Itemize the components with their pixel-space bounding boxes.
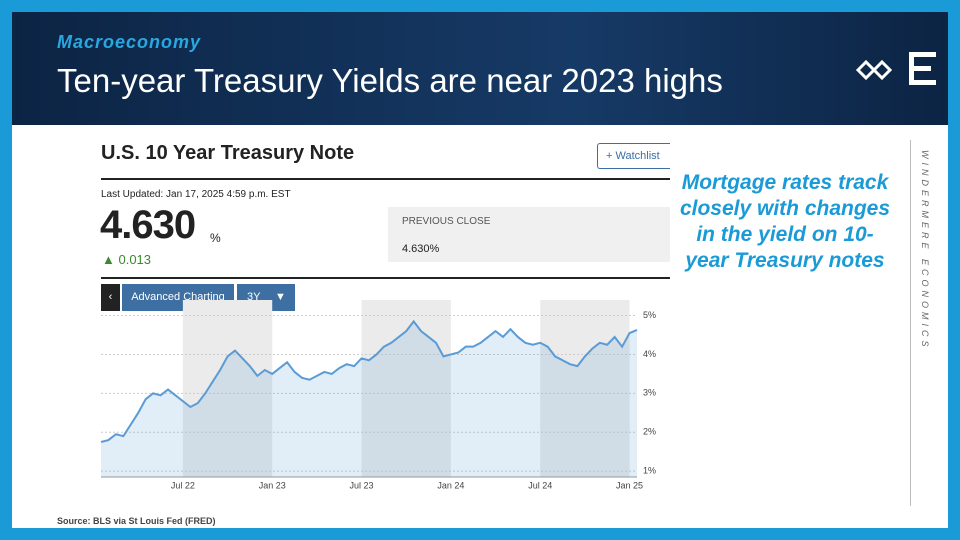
x-tick-label: Jan 24 — [437, 480, 464, 490]
price-unit: % — [210, 231, 221, 245]
x-tick-label: Jul 22 — [171, 480, 195, 490]
change: ▲ 0.013 — [102, 252, 152, 267]
change-value: 0.013 — [118, 252, 152, 267]
area — [101, 321, 637, 477]
watchlist-label: Watchlist — [615, 150, 660, 162]
callout: Mortgage rates track closely with change… — [679, 171, 891, 272]
previous-close-label: PREVIOUS CLOSE — [402, 216, 491, 227]
x-tick-label: Jan 25 — [616, 480, 643, 490]
divider — [101, 178, 670, 180]
y-tick-label: 2% — [643, 427, 656, 437]
previous-close-value: 4.630% — [402, 243, 440, 255]
divider — [101, 277, 670, 279]
x-tick-label: Jul 23 — [350, 480, 374, 490]
header-band — [12, 12, 948, 125]
section-label: Macroeconomy — [57, 32, 202, 52]
y-tick-label: 4% — [643, 349, 656, 359]
source: Source: BLS via St Louis Fed (FRED) — [57, 516, 216, 526]
slide-title: Ten-year Treasury Yields are near 2023 h… — [57, 62, 723, 99]
period-shade — [182, 300, 273, 477]
y-tick-label: 3% — [643, 388, 656, 398]
x-tick-label: Jul 24 — [528, 480, 552, 490]
line — [100, 319, 638, 443]
y-tick-label: 1% — [643, 466, 656, 476]
period-shade — [540, 300, 630, 477]
price: 4.630 — [100, 203, 196, 247]
last-updated: Last Updated: Jan 17, 2025 4:59 p.m. EST — [101, 189, 291, 200]
watchlist-button[interactable]: + Watchlist — [597, 143, 670, 169]
instrument-name: U.S. 10 Year Treasury Note — [101, 142, 355, 164]
brand-rule — [910, 140, 911, 506]
brand: WINDERMERE ECONOMICS — [920, 150, 930, 351]
x-tick-label: Jan 23 — [259, 480, 286, 490]
previous-close-box — [388, 207, 670, 262]
y-tick-label: 5% — [643, 310, 656, 320]
back-button[interactable]: ‹ — [101, 284, 120, 311]
